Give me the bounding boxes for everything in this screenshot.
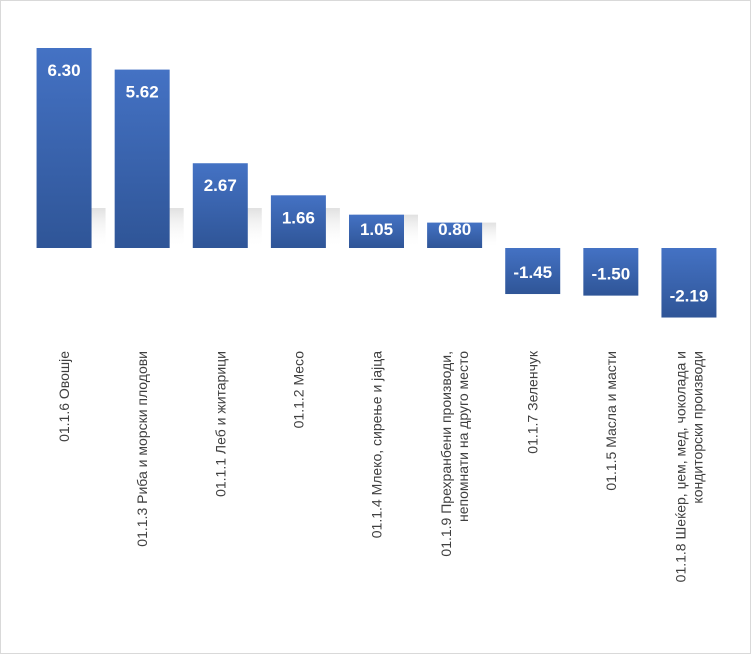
- bar: [427, 222, 483, 248]
- data-label: 6.30: [48, 61, 81, 80]
- category-label-line: 01.1.2 Месо: [290, 351, 306, 429]
- data-label: -1.45: [513, 263, 552, 282]
- category-label: 01.1.2 Месо: [290, 351, 306, 429]
- category-label-line: 01.1.3 Риба и морски плодови: [134, 351, 150, 547]
- category-label-line: кондиторски производи: [689, 351, 705, 504]
- category-labels: 01.1.6 Овошје 01.1.3 Риба и морски плодов…: [56, 350, 705, 582]
- category-label: 01.1.7 Зеленчук: [525, 350, 541, 454]
- bar: [114, 69, 170, 248]
- category-label: 01.1.4 Млеко, сирење и јајца: [369, 351, 385, 538]
- data-label: 5.62: [126, 83, 159, 102]
- category-label: 01.1.8 Шеќер, џем, мед, чоколада икондит…: [672, 351, 705, 582]
- category-label-line: непомнати на друго место: [455, 351, 471, 522]
- data-label: 2.67: [204, 176, 237, 195]
- category-label: 01.1.5 Масла и масти: [603, 351, 619, 491]
- category-label-line: 01.1.1 Леб и житарици: [212, 351, 228, 497]
- data-label: 0.80: [438, 220, 471, 239]
- bar: [192, 163, 248, 248]
- bar: [583, 248, 639, 296]
- bars: [36, 48, 717, 318]
- category-label-line: 01.1.6 Овошје: [56, 351, 72, 442]
- data-label: 1.66: [282, 208, 315, 227]
- data-label: -1.50: [591, 265, 630, 284]
- category-label-line: 01.1.7 Зеленчук: [525, 350, 541, 454]
- category-label-line: 01.1.9 Прехранбени производи,: [438, 351, 454, 557]
- category-label-line: 01.1.8 Шеќер, џем, мед, чоколада и: [672, 351, 688, 582]
- bar: [36, 48, 92, 248]
- data-label: -2.19: [670, 287, 709, 306]
- category-label-line: 01.1.5 Масла и масти: [603, 351, 619, 491]
- category-label: 01.1.6 Овошје: [56, 351, 72, 442]
- bar: [349, 214, 404, 248]
- data-labels: 6.30 5.62 2.67 1.66 1.05 0.80 -1.45 -1.50 -2.19: [48, 61, 709, 306]
- bar: [505, 248, 561, 295]
- bar: [661, 248, 717, 318]
- category-label-line: 01.1.4 Млеко, сирење и јајца: [369, 351, 385, 538]
- category-label: 01.1.9 Прехранбени производи,непомнати н…: [438, 351, 471, 557]
- bar: [270, 195, 326, 248]
- category-label: 01.1.1 Леб и житарици: [212, 351, 228, 497]
- data-label: 1.05: [360, 220, 393, 239]
- category-label: 01.1.3 Риба и морски плодови: [134, 351, 150, 547]
